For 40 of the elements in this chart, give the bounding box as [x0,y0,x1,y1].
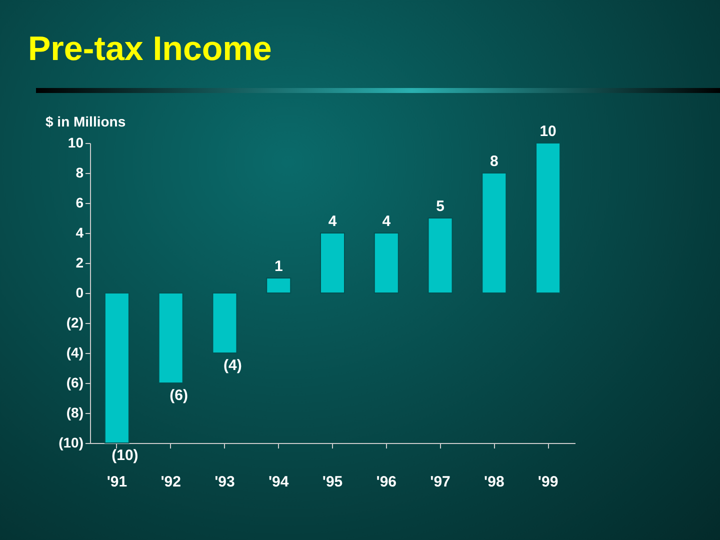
x-tick-label: '95 [322,474,343,490]
y-tick-label: (10) [58,434,84,450]
y-tick-label: 2 [76,254,84,270]
y-tick-label: 10 [68,134,84,150]
x-tick-label: '98 [484,474,504,490]
x-tick-label: '92 [160,474,181,490]
x-tick-label: '91 [106,474,128,490]
x-tick-label: '96 [376,474,397,490]
x-tick-label: '97 [430,474,450,490]
x-tick-label: '99 [538,474,558,490]
data-label: 8 [490,153,498,170]
y-tick-label: 0 [76,284,84,300]
bar [482,172,507,294]
data-label: 4 [382,213,392,230]
data-label: (6) [170,387,188,404]
x-tick-label: '93 [214,474,235,490]
bar [428,218,453,294]
x-tick-label: '94 [268,474,290,490]
y-tick-label: 6 [76,194,84,210]
y-tick-label: 4 [76,224,84,240]
data-label: (4) [224,357,242,374]
chart-title: Pre-tax Income [28,30,272,69]
data-label: 1 [274,258,283,275]
y-axis-title: $ in Millions [46,114,126,130]
data-label: (10) [112,447,138,464]
bar [266,278,292,294]
y-tick-label: (6) [66,374,84,390]
y-tick-label: (8) [66,404,84,420]
data-label: 4 [328,213,338,230]
bar [536,142,561,294]
data-label: 5 [436,198,444,215]
bar [158,292,184,384]
y-tick-label: 8 [76,164,84,180]
bar [212,292,238,354]
y-tick-label: (4) [66,344,84,360]
bar [104,292,130,444]
data-label: 10 [540,123,556,140]
y-tick-label: (2) [66,314,84,330]
bar [374,232,399,294]
bar [320,232,345,294]
